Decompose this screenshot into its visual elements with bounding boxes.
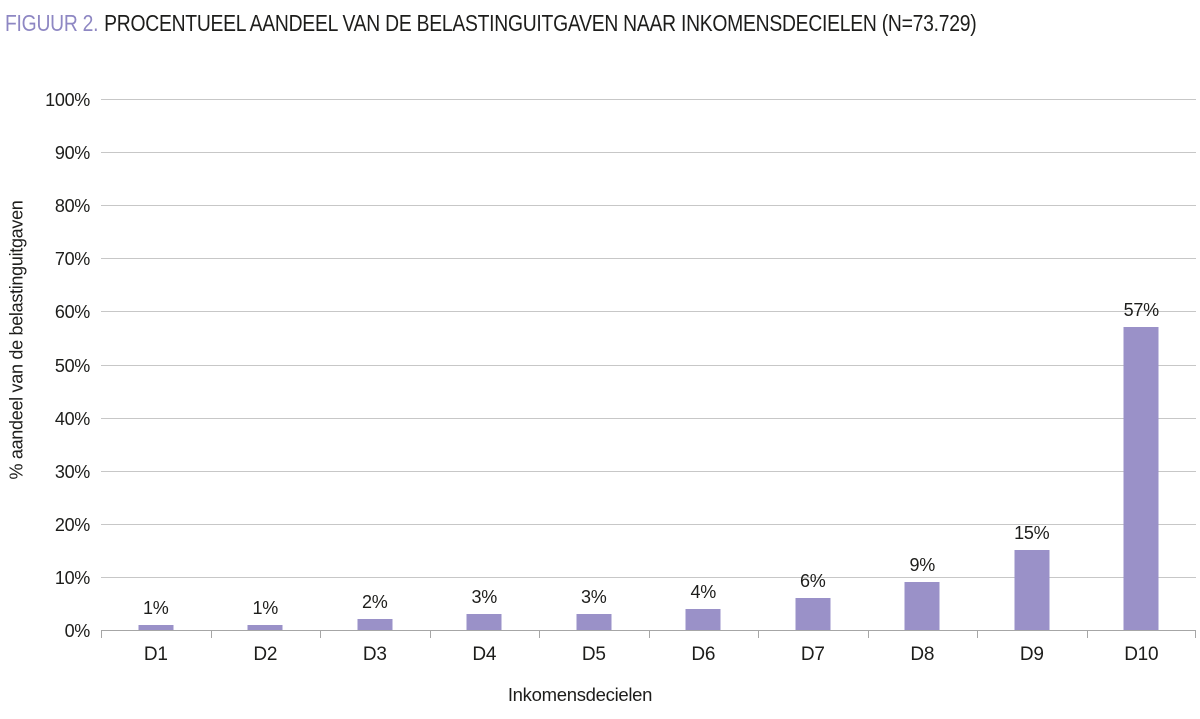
x-axis-tick — [977, 631, 978, 638]
bar — [1123, 327, 1159, 630]
figure-title: FIGUUR 2. PROCENTUEEL AANDEEL VAN DE BELA… — [5, 10, 977, 36]
bar-value-label: 1% — [143, 597, 169, 618]
bar — [247, 624, 283, 630]
y-tick-label: 50% — [54, 355, 90, 376]
y-tick-label: 70% — [54, 249, 90, 270]
bar-value-label: 2% — [362, 592, 388, 613]
gridline — [101, 364, 1196, 366]
gridline — [101, 152, 1196, 154]
x-axis-tick — [1195, 631, 1196, 638]
bar — [576, 614, 612, 630]
y-tick-label: 60% — [54, 302, 90, 323]
gridline — [101, 470, 1196, 472]
y-tick-label: 90% — [54, 143, 90, 164]
bar — [904, 582, 940, 630]
y-tick-label: 80% — [54, 196, 90, 217]
bar-value-label: 3% — [581, 587, 607, 608]
category-label: D10 — [1124, 644, 1159, 665]
bar — [685, 608, 721, 630]
gridline — [101, 311, 1196, 313]
y-tick-label: 40% — [54, 408, 90, 429]
bar-value-label: 6% — [800, 571, 826, 592]
bar-value-label: 4% — [690, 581, 717, 602]
x-axis-tick — [1086, 631, 1088, 638]
gridline — [101, 576, 1196, 578]
bar-value-label: 9% — [909, 555, 936, 576]
x-axis-title: Inkomensdecielen — [507, 684, 653, 705]
gridline — [101, 258, 1196, 260]
gridline — [101, 523, 1196, 525]
figure-title-text: PROCENTUEEL AANDEEL VAN DE BELASTINGUITG… — [104, 10, 977, 36]
category-label: D4 — [472, 644, 497, 665]
y-tick-label: 30% — [54, 461, 90, 482]
bar-value-label: 57% — [1123, 300, 1159, 321]
bar — [357, 619, 393, 630]
bar-value-label: 3% — [471, 587, 498, 608]
gridline — [101, 205, 1196, 207]
bar — [466, 614, 502, 630]
y-axis-tick-labels: 0% 10% 20% 30% 40% 50% 60% 70% 80% 90% 100% — [0, 90, 90, 641]
x-axis-tick — [539, 631, 540, 638]
x-axis-tick — [101, 631, 102, 638]
gridline — [101, 417, 1196, 419]
y-tick-label: 0% — [64, 621, 91, 641]
x-axis-tick — [758, 631, 759, 638]
x-axis-tick — [648, 631, 650, 638]
x-axis-tick — [867, 631, 869, 638]
plot-area: 1% D1 1% D2 2% D3 3% D4 3% D5 4% D6 6% D7 9% D8 15% D9 57%… — [101, 99, 1196, 665]
x-axis-tick — [320, 631, 321, 638]
category-label: D3 — [362, 644, 387, 665]
y-tick-label: 100% — [45, 90, 90, 110]
bar-value-label: 1% — [252, 597, 279, 618]
category-label: D9 — [1019, 644, 1044, 665]
figure-number: FIGUUR 2. — [5, 10, 99, 36]
category-label: D2 — [253, 644, 278, 665]
x-axis-line — [101, 630, 1196, 631]
x-axis-tick — [210, 631, 212, 638]
bar — [138, 624, 174, 630]
y-tick-label: 10% — [54, 567, 90, 588]
category-label: D7 — [800, 644, 825, 665]
category-label: D1 — [143, 644, 168, 665]
bar — [795, 598, 831, 630]
y-tick-label: 20% — [54, 514, 90, 535]
bar-value-label: 15% — [1014, 523, 1050, 544]
bar — [1014, 550, 1050, 630]
category-label: D6 — [691, 644, 716, 665]
category-label: D8 — [910, 644, 935, 665]
gridline — [101, 99, 1196, 100]
x-axis-tick — [429, 631, 431, 638]
category-label: D5 — [581, 644, 606, 665]
